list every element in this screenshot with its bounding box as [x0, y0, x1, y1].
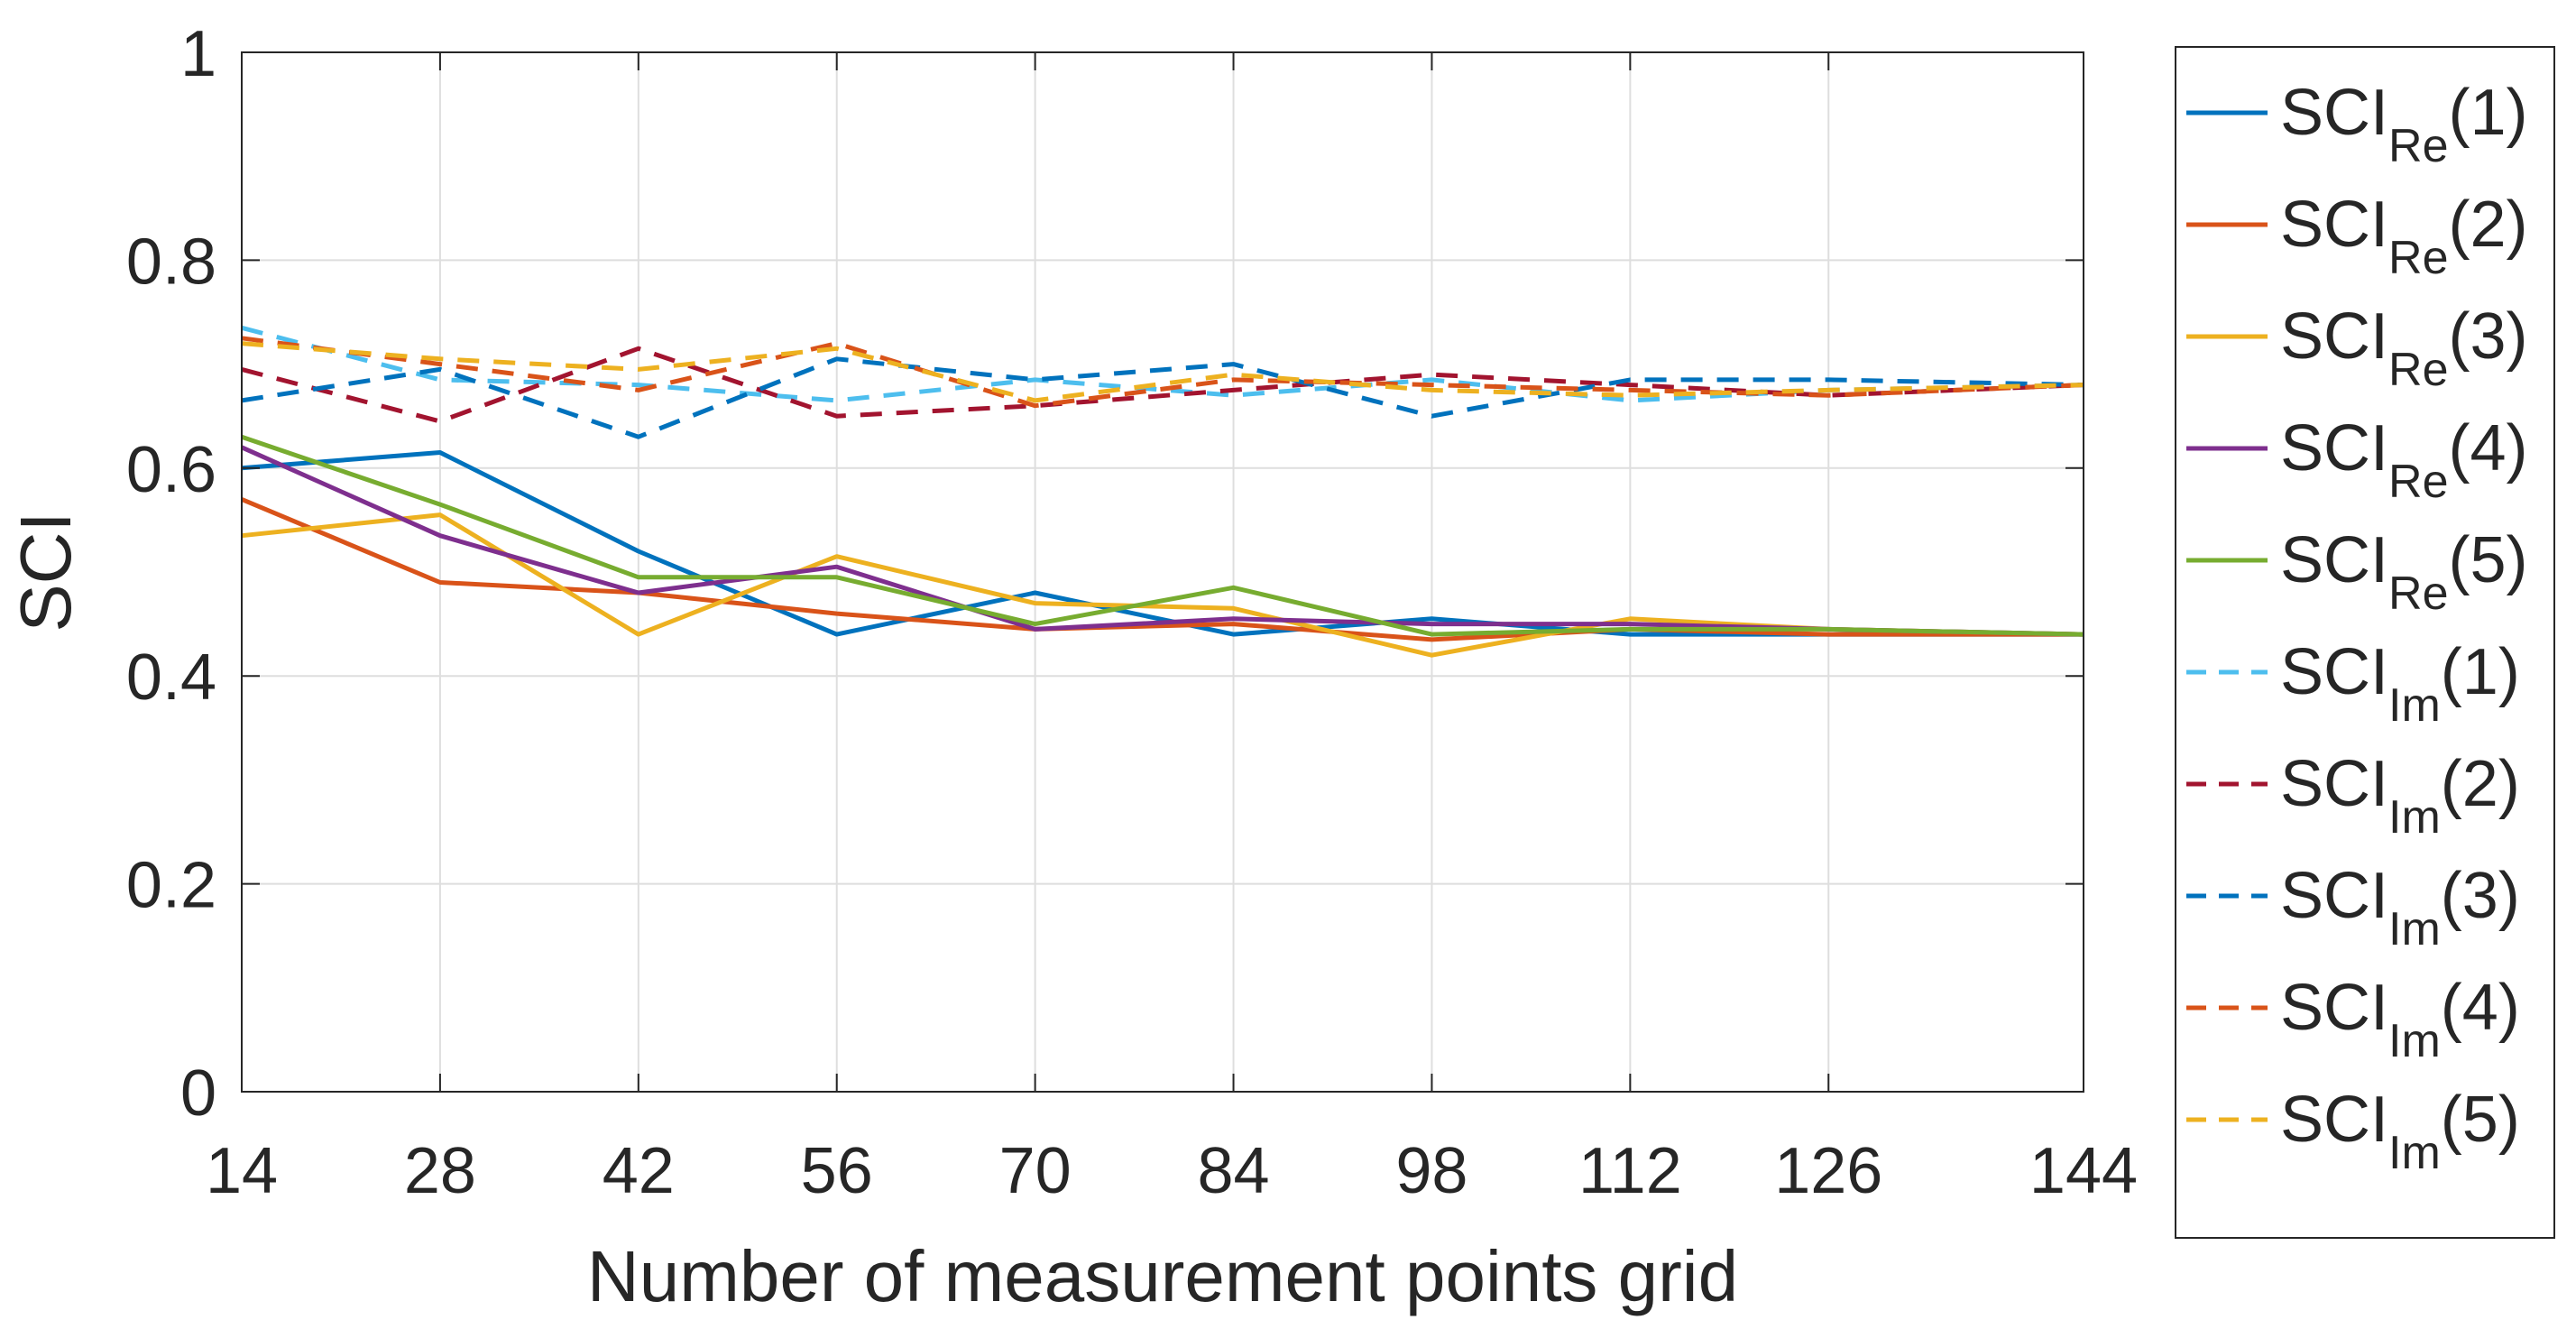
y-tick-label: 0.4	[126, 641, 216, 714]
series-line-im-4	[241, 336, 2084, 409]
legend-entry: SCIRe(3)	[2280, 300, 2528, 396]
legend: SCIRe(1)SCIRe(2)SCIRe(3)SCIRe(4)SCIRe(5)…	[2175, 46, 2555, 1239]
legend-entry-base: SCI	[2280, 524, 2388, 596]
legend-entry-suffix: (4)	[2441, 972, 2520, 1044]
legend-entry-subscript: Re	[2388, 456, 2448, 508]
series-line-im-1	[241, 325, 2084, 403]
x-tick-label: 98	[1395, 1135, 1467, 1207]
series-line-re-2	[241, 497, 2084, 642]
plot-frame	[241, 51, 2084, 1093]
legend-entry-subscript: Re	[2388, 344, 2448, 396]
legend-entry-base: SCI	[2280, 189, 2388, 261]
legend-entry-base: SCI	[2280, 77, 2388, 149]
legend-entry-suffix: (5)	[2449, 524, 2528, 596]
series-line-im-3	[241, 356, 2084, 439]
legend-entry: SCIIm(4)	[2280, 972, 2520, 1067]
legend-entry-suffix: (2)	[2449, 189, 2528, 261]
x-tick-label: 112	[1578, 1135, 1682, 1207]
legend-entry: SCIRe(2)	[2280, 189, 2528, 284]
legend-entry-base: SCI	[2280, 972, 2388, 1044]
legend-entry: SCIIm(3)	[2280, 860, 2520, 955]
legend-entry: SCIIm(2)	[2280, 748, 2520, 844]
legend-entry: SCIRe(4)	[2280, 412, 2528, 508]
series-line-re-4	[240, 445, 2084, 637]
legend-entry-subscript: Im	[2388, 1127, 2441, 1179]
legend-entry-base: SCI	[2280, 748, 2388, 820]
series-group	[240, 325, 2084, 658]
x-tick-label: 70	[999, 1135, 1072, 1207]
axis-ticks: 14 28 42 56 70 84 98 112 126 144 0 0.2 0.4 0.6 0.8 1	[126, 18, 2138, 1207]
y-tick-label: 1	[180, 18, 216, 90]
series-line-re-1	[241, 450, 2084, 637]
legend-entry-base: SCI	[2280, 412, 2388, 485]
x-tick-label: 84	[1197, 1135, 1269, 1207]
legend-entry-suffix: (1)	[2441, 636, 2520, 708]
legend-entry-subscript: Re	[2388, 568, 2448, 620]
legend-entry-subscript: Im	[2388, 679, 2441, 732]
y-tick-label: 0	[180, 1057, 216, 1130]
legend-entry-subscript: Im	[2388, 903, 2441, 955]
series-line-im-5	[241, 341, 2084, 403]
legend-entry: SCIRe(1)	[2280, 77, 2528, 172]
x-axis-label: Number of measurement points grid	[587, 1236, 1738, 1316]
legend-entry-suffix: (3)	[2449, 300, 2528, 373]
legend-entry-suffix: (3)	[2441, 860, 2520, 932]
legend-entry-suffix: (2)	[2441, 748, 2520, 820]
legend-entry-subscript: Re	[2388, 120, 2448, 172]
legend-entry-suffix: (1)	[2449, 77, 2528, 149]
y-axis-label: SCI	[5, 512, 86, 632]
legend-box	[2175, 46, 2555, 1239]
legend-entry-base: SCI	[2280, 300, 2388, 373]
legend-entry: SCIIm(5)	[2280, 1084, 2520, 1179]
plot-background	[242, 52, 2084, 1092]
x-tick-label: 56	[801, 1135, 873, 1207]
y-tick-label: 0.6	[126, 434, 216, 506]
x-tick-label: 14	[206, 1135, 278, 1207]
legend-entry-subscript: Im	[2388, 791, 2441, 844]
y-tick-label: 0.2	[126, 850, 216, 922]
series-line-im-2	[241, 346, 2084, 424]
legend-entry-suffix: (5)	[2441, 1084, 2520, 1156]
legend-entry-suffix: (4)	[2449, 412, 2528, 485]
legend-entry-base: SCI	[2280, 860, 2388, 932]
legend-entry-subscript: Re	[2388, 232, 2448, 284]
x-tick-label: 144	[2029, 1135, 2138, 1207]
x-tick-label: 42	[603, 1135, 675, 1207]
x-tick-label: 28	[404, 1135, 476, 1207]
legend-entry-base: SCI	[2280, 636, 2388, 708]
legend-entry-subscript: Im	[2388, 1015, 2441, 1067]
series-line-re-5	[241, 434, 2084, 637]
x-tick-label: 126	[1774, 1135, 1882, 1207]
legend-entry: SCIRe(5)	[2280, 524, 2528, 620]
legend-entry-base: SCI	[2280, 1084, 2388, 1156]
y-tick-label: 0.8	[126, 226, 216, 298]
legend-entry: SCIIm(1)	[2280, 636, 2520, 732]
